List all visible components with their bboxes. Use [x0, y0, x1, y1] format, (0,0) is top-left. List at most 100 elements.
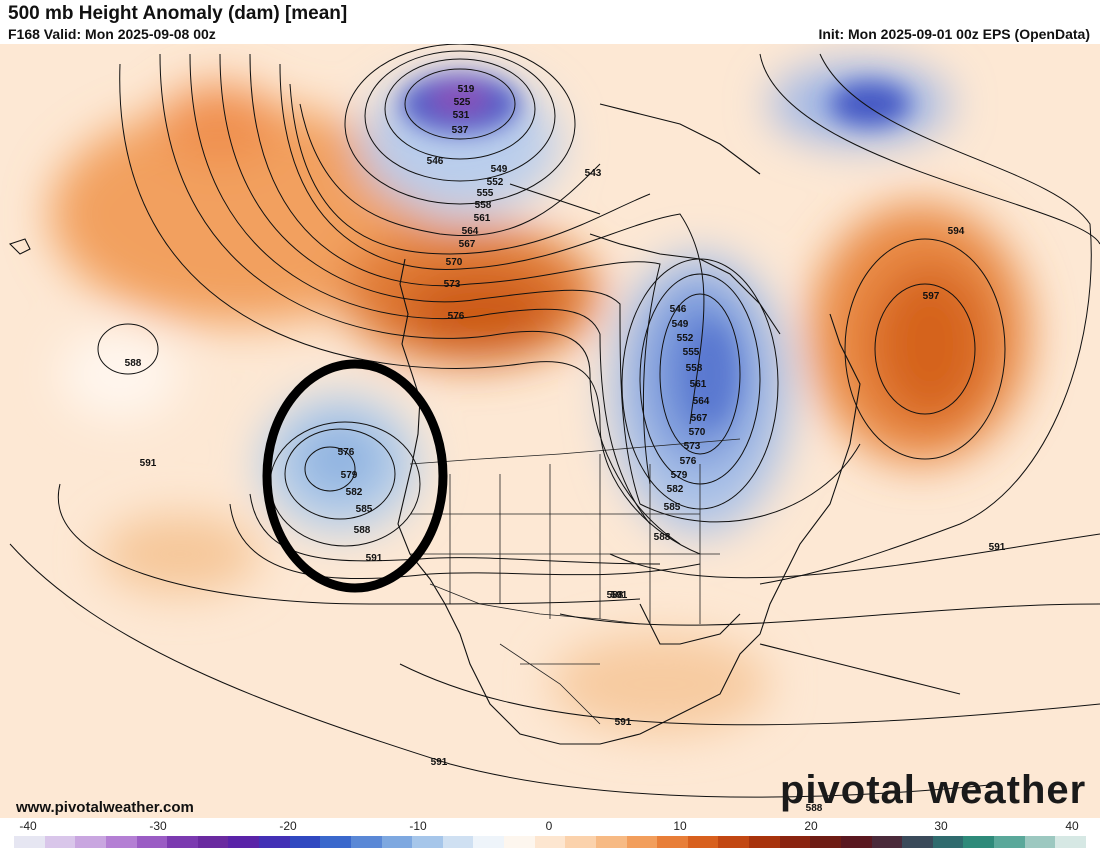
colorbar-swatch [963, 836, 994, 848]
contour-label: 594 [948, 226, 965, 237]
contour-label: 555 [477, 188, 494, 199]
colorbar: -40 -30 -20 -10 0 10 20 30 40 [0, 818, 1100, 850]
contour-label: 552 [677, 333, 694, 344]
colorbar-tick-label: 30 [934, 819, 948, 833]
colorbar-tick-label: 20 [804, 819, 818, 833]
contour-label: 576 [338, 447, 355, 458]
contour-label: 588 [607, 590, 624, 601]
colorbar-tick-label: 0 [545, 819, 553, 833]
colorbar-swatch [749, 836, 780, 848]
borders [409, 438, 741, 725]
colorbar-swatch [105, 836, 137, 848]
contour-label: 555 [683, 347, 700, 358]
colorbar-swatch [289, 836, 321, 848]
colorbar-swatch [994, 836, 1025, 848]
contour-label: 519 [458, 84, 475, 95]
contour-label: 591 [140, 458, 157, 469]
colorbar-swatch [1055, 836, 1086, 848]
contour-label: 591 [615, 717, 632, 728]
contour-label: 546 [427, 156, 444, 167]
contour-label: 558 [686, 363, 703, 374]
colorbar-swatch [1024, 836, 1056, 848]
contour-label: 582 [667, 484, 684, 495]
contour-label: 543 [585, 168, 602, 179]
colorbar-swatch [381, 836, 413, 848]
colorbar-swatch [259, 836, 290, 848]
colorbar-swatch [871, 836, 903, 848]
colorbar-swatch [902, 836, 933, 848]
contour-label: 561 [690, 379, 707, 390]
map-header: 500 mb Height Anomaly (dam) [mean] F168 … [0, 0, 1100, 44]
contour-label: 591 [366, 553, 383, 564]
colorbar-swatch [718, 836, 749, 848]
colorbar-swatch [442, 836, 474, 848]
colorbar-swatch [14, 836, 45, 848]
website-label[interactable]: www.pivotalweather.com [16, 799, 194, 816]
contour-label: 552 [487, 177, 504, 188]
contour-labels: 5195255315375465495525555585615645675705… [125, 84, 1006, 814]
contour-label: 546 [670, 304, 687, 315]
contour-label: 567 [459, 239, 476, 250]
contour-label: 576 [448, 311, 465, 322]
colorbar-swatch [932, 836, 964, 848]
contour-label: 591 [431, 757, 448, 768]
map-title: 500 mb Height Anomaly (dam) [mean] [8, 3, 348, 24]
pivotal-weather-logo: pivotal weather [780, 768, 1087, 812]
contour-label: 537 [452, 125, 469, 136]
colorbar-swatch [197, 836, 229, 848]
contour-label: 585 [356, 504, 373, 515]
contour-label: 579 [671, 470, 688, 481]
contour-label: 591 [611, 590, 628, 601]
colorbar-swatch [504, 836, 535, 848]
contour-label: 549 [491, 164, 508, 175]
colorbar-tick-label: 10 [673, 819, 687, 833]
contour-label: 564 [462, 226, 479, 237]
contour-label: 564 [693, 396, 710, 407]
colorbar-swatch [473, 836, 504, 848]
colorbar-swatch [320, 836, 351, 848]
contour-label: 567 [691, 413, 708, 424]
colorbar-tick-label: -30 [149, 819, 167, 833]
colorbar-swatch [657, 836, 688, 848]
colorbar-swatch [595, 836, 627, 848]
colorbar-swatch [136, 836, 168, 848]
colorbar-tick-label: 40 [1065, 819, 1079, 833]
colorbar-swatch [228, 836, 259, 848]
contour-label: 531 [453, 110, 470, 121]
colorbar-swatch [44, 836, 76, 848]
contour-label: 573 [684, 441, 701, 452]
colorbar-swatch [565, 836, 596, 848]
contour-label: 582 [346, 487, 363, 498]
colorbar-swatch [412, 836, 443, 848]
colorbar-swatch [779, 836, 811, 848]
colorbar-tick-label: -40 [19, 819, 37, 833]
contour-label: 570 [689, 427, 706, 438]
contour-label: 588 [125, 358, 142, 369]
valid-time: F168 Valid: Mon 2025-09-08 00z [8, 26, 216, 42]
contour-label: 597 [923, 291, 940, 302]
init-time: Init: Mon 2025-09-01 00z EPS (OpenData) [818, 26, 1090, 42]
colorbar-swatch [810, 836, 841, 848]
contour-label: 588 [354, 525, 371, 536]
contour-label: 570 [446, 257, 463, 268]
colorbar-swatch [350, 836, 382, 848]
colorbar-tick-label: -20 [279, 819, 297, 833]
anomaly-map[interactable]: 519 525 531 537 546 549 552 555 558 561 564 567 570 5… [0, 44, 1100, 818]
contour-label: 579 [341, 470, 358, 481]
colorbar-swatch [534, 836, 566, 848]
colorbar-tick-label: -10 [409, 819, 427, 833]
contour-label: 588 [806, 803, 823, 814]
colorbar-swatch [840, 836, 872, 848]
contour-label: 561 [474, 213, 491, 224]
contour-label: 525 [454, 97, 471, 108]
colorbar-swatch [626, 836, 658, 848]
contour-label: 558 [475, 200, 492, 211]
height-contours [9, 44, 1100, 798]
contour-label: 591 [989, 542, 1006, 553]
colorbar-swatch [75, 836, 106, 848]
colorbar-strip [14, 836, 1086, 848]
contour-label: 549 [672, 319, 689, 330]
contour-label: 585 [664, 502, 681, 513]
highlight-ring [262, 359, 448, 593]
contour-label: 576 [680, 456, 697, 467]
